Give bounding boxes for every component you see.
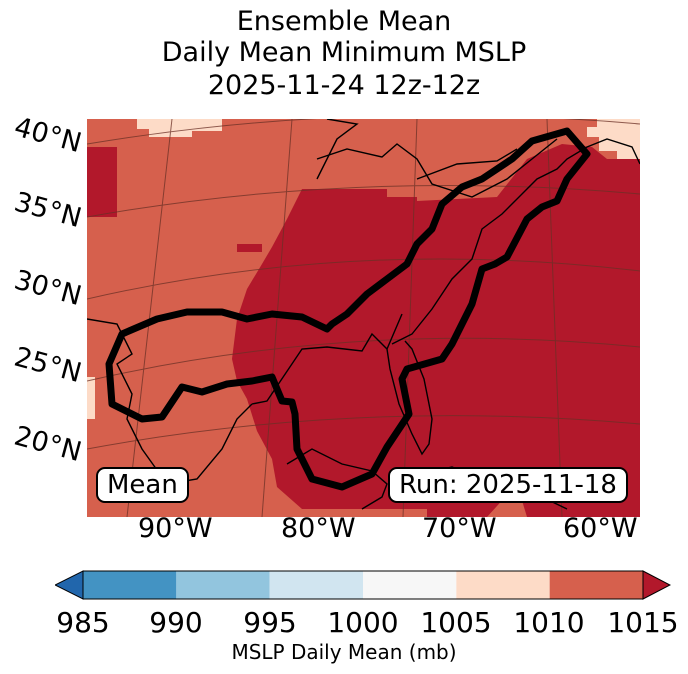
- colorbar-segment: [176, 571, 270, 599]
- colorbar-segment: [83, 571, 177, 599]
- colorbar-tick-985: 985: [56, 606, 110, 639]
- field-above-1015: [87, 144, 640, 517]
- colorbar-under-arrow: [55, 570, 84, 600]
- colorbar-segment: [363, 571, 457, 599]
- lat-label-20: 20°N: [10, 420, 85, 469]
- colorbar-tick-1000: 1000: [327, 606, 399, 639]
- lat-label-30: 30°N: [10, 264, 85, 313]
- colorbar-segment: [269, 571, 363, 599]
- lon-label-80w: 80°W: [281, 513, 356, 544]
- colorbar-label: MSLP Daily Mean (mb): [231, 640, 457, 664]
- colorbar-tick-995: 995: [243, 606, 297, 639]
- pressure-contour: [105, 127, 591, 491]
- colorbar: [55, 570, 671, 600]
- colorbar-tick-1005: 1005: [420, 606, 492, 639]
- mean-label-box: Mean: [96, 467, 189, 503]
- lon-label-70w: 70°W: [422, 513, 497, 544]
- colorbar-tick-990: 990: [149, 606, 203, 639]
- field-1005-1010: [87, 119, 640, 419]
- run-date-box: Run: 2025-11-18: [388, 467, 628, 503]
- lon-label-90w: 90°W: [138, 513, 213, 544]
- colorbar-tick-1015: 1015: [607, 606, 679, 639]
- lat-label-35: 35°N: [10, 186, 85, 235]
- lat-label-40: 40°N: [10, 111, 85, 160]
- map-panel: [87, 119, 640, 517]
- colorbar-tick-1010: 1010: [513, 606, 585, 639]
- colorbar-segment: [549, 571, 643, 599]
- title-line-3: 2025-11-24 12z-12z: [207, 70, 481, 101]
- lon-label-60w: 60°W: [563, 513, 638, 544]
- colorbar-segment: [456, 571, 550, 599]
- lat-label-25: 25°N: [10, 341, 85, 390]
- title-line-1: Ensemble Mean: [236, 6, 452, 37]
- colorbar-over-arrow: [642, 570, 671, 600]
- title-line-2: Daily Mean Minimum MSLP: [161, 37, 527, 68]
